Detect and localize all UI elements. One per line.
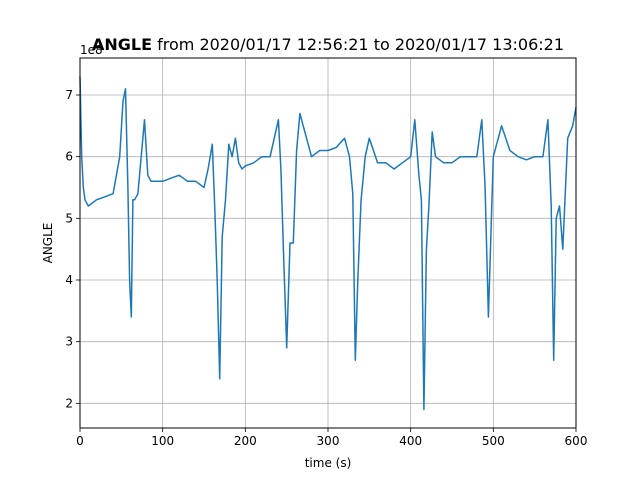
y-tick-label: 7: [65, 88, 73, 102]
chart-title: ANGLE from 2020/01/17 12:56:21 to 2020/0…: [92, 35, 564, 54]
series-layer: [79, 76, 577, 411]
y-tick-label: 6: [65, 150, 73, 164]
y-offset-label: 1e8: [80, 43, 103, 57]
y-tick-label: 2: [65, 396, 73, 410]
x-tick-label: 300: [317, 434, 340, 448]
x-tick-label: 600: [565, 434, 588, 448]
angle-series-line: [79, 76, 577, 411]
grid-lines: [79, 58, 577, 428]
y-axis-ticks: 2 3 4 5 6 7: [65, 88, 80, 410]
x-axis-ticks: 0 100 200 300 400 500 600: [76, 428, 587, 448]
y-axis-label: ANGLE: [41, 223, 55, 264]
x-tick-label: 0: [76, 434, 84, 448]
y-tick-label: 3: [65, 335, 73, 349]
y-tick-label: 5: [65, 211, 73, 225]
x-tick-label: 500: [482, 434, 505, 448]
y-tick-label: 4: [65, 273, 73, 287]
x-tick-label: 200: [234, 434, 257, 448]
plot-frame: [79, 57, 577, 429]
chart-title-bold: ANGLE: [92, 35, 152, 54]
chart-title-rest: from 2020/01/17 12:56:21 to 2020/01/17 1…: [152, 35, 564, 54]
x-axis-label: time (s): [305, 456, 352, 470]
x-tick-label: 100: [151, 434, 174, 448]
x-tick-label: 400: [399, 434, 422, 448]
